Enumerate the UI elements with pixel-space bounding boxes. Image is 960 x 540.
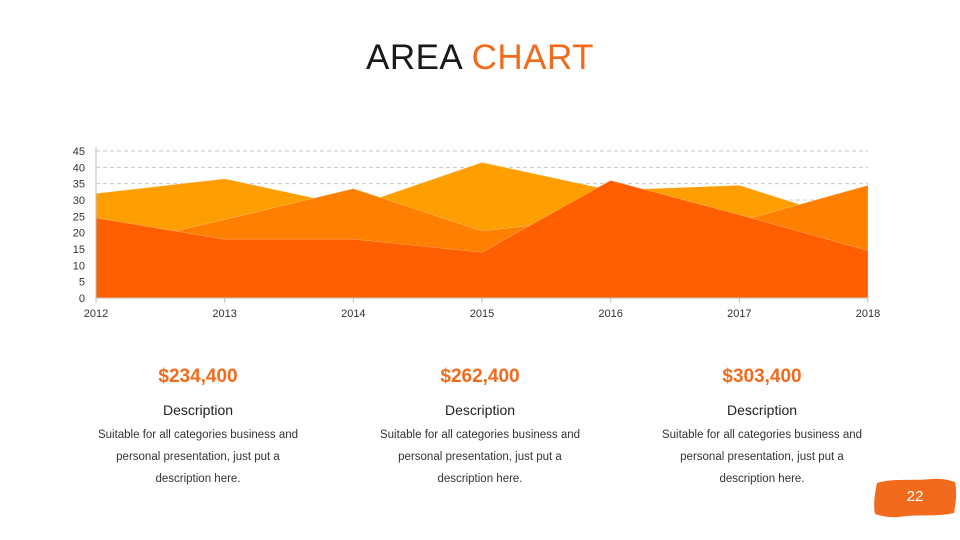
card-line: description here.	[437, 473, 523, 485]
card-description: Suitable for all categories business and…	[642, 424, 882, 490]
page-title: AREA CHART	[0, 38, 960, 78]
card-line: Suitable for all categories business and	[97, 429, 299, 441]
x-tick-label: 2017	[727, 308, 751, 320]
stat-card-3: $303,400 Description Suitable for all ca…	[642, 362, 882, 490]
card-line: personal presentation, just put a	[116, 451, 280, 463]
page-number-badge: 22	[873, 477, 957, 519]
y-tick-label: 20	[73, 228, 85, 240]
y-tick-label: 15	[73, 244, 85, 256]
card-heading: Description	[444, 402, 516, 418]
card-heading: Description	[726, 402, 798, 418]
y-tick-label: 35	[73, 179, 85, 191]
x-tick-label: 2012	[84, 308, 108, 320]
stat-card-1: $234,400 Description Suitable for all ca…	[78, 362, 318, 490]
y-tick-label: 0	[79, 293, 85, 305]
x-tick-label: 2016	[598, 308, 622, 320]
card-price: $234,400	[158, 366, 238, 387]
y-tick-label: 25	[73, 211, 85, 223]
x-tick-label: 2013	[212, 308, 236, 320]
y-tick-label: 5	[79, 277, 85, 289]
y-tick-label: 10	[73, 260, 85, 272]
stat-card-2: $262,400 Description Suitable for all ca…	[360, 362, 600, 490]
card-line: personal presentation, just put a	[398, 451, 562, 463]
y-tick-label: 45	[73, 146, 85, 158]
card-line: Suitable for all categories business and	[661, 429, 863, 441]
card-line: Suitable for all categories business and	[379, 429, 581, 441]
y-tick-label: 30	[73, 195, 85, 207]
area-chart: 0 5 10 15 20 25 30 35 40 45 2012 2013 2014 2015 2016 20…	[73, 146, 880, 320]
card-heading: Description	[162, 402, 234, 418]
x-tick-label: 2015	[470, 308, 494, 320]
card-price: $303,400	[722, 366, 802, 387]
card-price: $262,400	[440, 366, 520, 387]
title-main: AREA	[365, 38, 462, 77]
card-line: personal presentation, just put a	[680, 451, 844, 463]
area-series-3	[95, 180, 869, 299]
card-line: description here.	[719, 473, 805, 485]
title-accent: CHART	[471, 38, 595, 77]
y-tick-label: 40	[73, 162, 85, 174]
card-description: Suitable for all categories business and…	[360, 424, 600, 490]
card-line: description here.	[155, 473, 241, 485]
x-tick-label: 2018	[856, 308, 880, 320]
brush-stroke-shape	[874, 478, 957, 518]
x-tick-label: 2014	[341, 308, 365, 320]
card-description: Suitable for all categories business and…	[78, 424, 318, 490]
page-number: 22	[906, 488, 924, 505]
